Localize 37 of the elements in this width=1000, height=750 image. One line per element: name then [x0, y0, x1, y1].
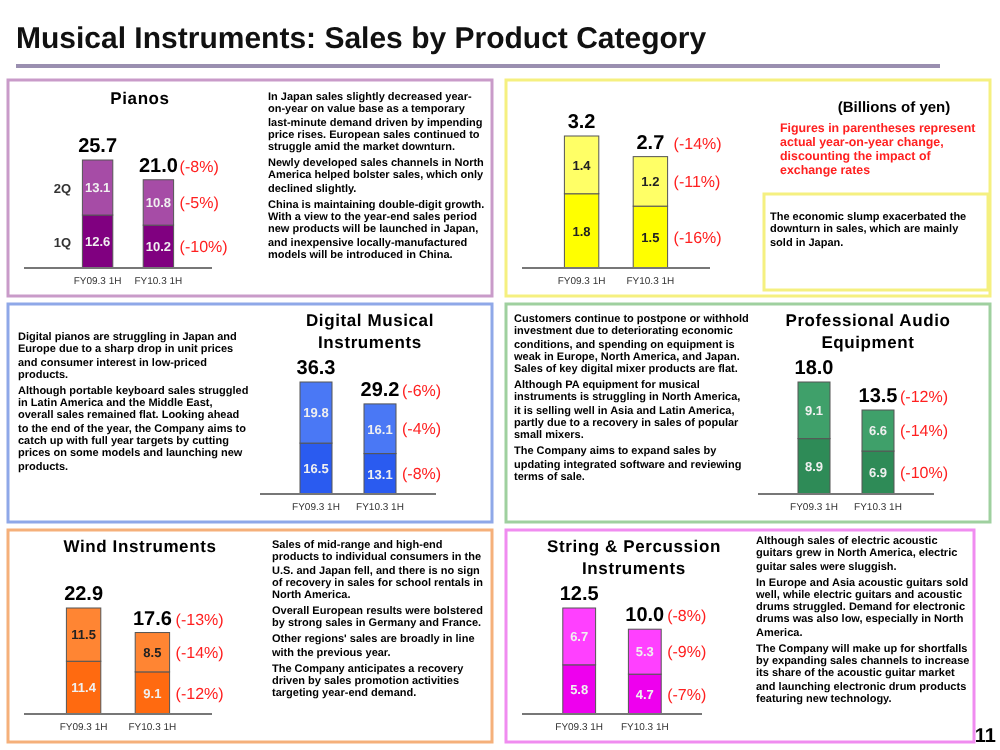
total-label: 36.3	[296, 358, 337, 380]
annotation: (-11%)	[673, 172, 722, 191]
annotation: (-14%)	[673, 134, 723, 153]
annotation: (-7%)	[667, 685, 707, 704]
chart-title: Digital Musical Instruments	[303, 310, 436, 353]
chart-title: String & Percussion Instruments	[545, 536, 723, 579]
total-label: 25.7	[78, 136, 118, 158]
annotation: (-13%)	[175, 610, 225, 629]
annotation: (-10%)	[900, 464, 949, 483]
annotation: (-8%)	[402, 465, 442, 484]
annotation: (-10%)	[179, 238, 229, 257]
annotation: (-16%)	[673, 228, 723, 247]
chart-title: Wind Instruments	[61, 536, 219, 558]
total-label: 3.2	[567, 112, 597, 134]
text: 11	[974, 726, 997, 748]
annotation: (-9%)	[667, 643, 707, 662]
annotation: (-12%)	[900, 388, 949, 406]
total-label: 22.9	[64, 584, 104, 606]
total-label: 12.5	[559, 584, 600, 606]
total-label: 21.0	[138, 155, 179, 178]
total-label: 17.6	[132, 608, 173, 631]
chart-title: Professional Audio Equipment	[783, 310, 953, 353]
annotation: (-4%)	[402, 420, 442, 439]
chart-title: Pianos	[108, 88, 172, 110]
annotation: (-14%)	[900, 422, 949, 441]
annotation: (-6%)	[402, 381, 442, 400]
total-label: 29.2	[360, 379, 401, 402]
text: Musical Instruments: Sales by Product Category	[16, 22, 708, 56]
annotation: (-5%)	[179, 194, 220, 213]
total-label: 18.0	[794, 358, 835, 380]
total-label: 2.7	[636, 132, 666, 155]
annotation: (-12%)	[175, 684, 225, 703]
total-label: 13.5	[858, 386, 899, 408]
annotation: (-8%)	[667, 607, 707, 626]
annotation: (-14%)	[175, 643, 225, 662]
total-label: 10.0	[625, 605, 666, 628]
annotation: (-8%)	[179, 157, 220, 176]
